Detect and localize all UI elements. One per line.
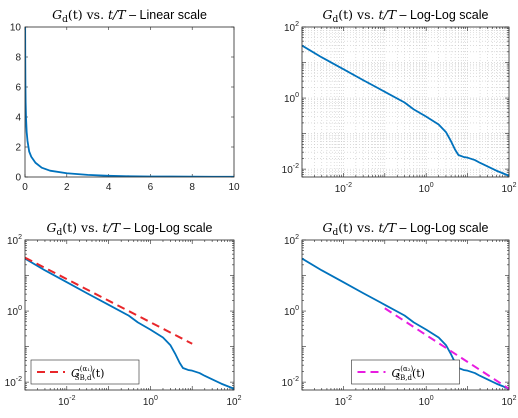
y-tick-label: 10-2	[282, 376, 299, 389]
x-tick-label: 10-2	[58, 395, 75, 408]
series-group	[302, 257, 509, 390]
series-group	[25, 27, 234, 177]
series-group	[302, 44, 509, 177]
series-line-2	[384, 307, 509, 390]
x-tick-label: 10-2	[335, 395, 352, 408]
axis-ticks	[24, 26, 235, 178]
panel-2: 10-2 100 102 10-2 100 102 Gd(t) vs. t/T – Log-…	[282, 7, 517, 195]
y-tick-label: 6	[15, 83, 21, 94]
y-tick-label: 10-2	[282, 163, 299, 176]
y-tick-label: 2	[15, 143, 21, 154]
panel-4: 10-2 100 102 10-2 100 102 Gd(t) vs. t/T – Log-…	[282, 220, 517, 408]
legend: G(α₂) SB,d(t)	[351, 359, 460, 385]
x-tick-labels: 10-2 100 102	[335, 182, 517, 195]
x-tick-label: 102	[501, 395, 516, 408]
y-tick-label: 10	[10, 23, 22, 34]
x-tick-label: 2	[64, 182, 70, 193]
legend-box	[351, 359, 460, 385]
series-line-1	[302, 257, 509, 390]
chart-title: Gd(t) vs. t/T – Log-Log scale	[323, 220, 489, 238]
y-tick-label: 0	[15, 173, 21, 184]
panel-1: 0 2 4 6 8 10 0 2 4 6 8 10 Gd(t) vs. t/T – Linear sca…	[10, 7, 240, 193]
series-line-1	[25, 27, 234, 177]
series-line-2	[25, 256, 193, 345]
x-tick-labels: 0 2 4 6 8 10	[22, 182, 240, 193]
chart-title: Gd(t) vs. t/T – Log-Log scale	[323, 7, 489, 25]
x-tick-label: 8	[189, 182, 195, 193]
y-tick-label: 100	[284, 305, 299, 318]
y-tick-label: 102	[284, 21, 299, 34]
legend-box	[30, 359, 140, 385]
y-tick-labels: 10-2 100 102	[282, 234, 299, 389]
x-tick-label: 10	[228, 182, 240, 193]
y-tick-label: 102	[7, 234, 22, 247]
x-tick-labels: 10-2 100 102	[335, 395, 517, 408]
series-line-1	[25, 257, 234, 390]
x-tick-label: 100	[419, 182, 434, 195]
y-tick-label: 102	[284, 234, 299, 247]
panel-3: 10-2 100 102 10-2 100 102 Gd(t) vs. t/T – Log-…	[5, 220, 242, 408]
axis-ticks	[301, 26, 510, 178]
y-tick-label: 100	[7, 305, 22, 318]
chart-title: Gd(t) vs. t/T – Log-Log scale	[47, 220, 213, 238]
y-tick-label: 100	[284, 92, 299, 105]
x-tick-label: 102	[226, 395, 241, 408]
x-tick-label: 100	[419, 395, 434, 408]
x-tick-label: 4	[106, 182, 112, 193]
y-tick-label: 8	[15, 53, 21, 64]
series-line-1	[302, 44, 509, 177]
x-tick-labels: 10-2 100 102	[58, 395, 241, 408]
series-group	[25, 256, 234, 390]
axes-frame	[24, 26, 235, 178]
legend-label: G(α₁) SB,d(t)	[71, 365, 104, 382]
x-tick-label: 10-2	[335, 182, 352, 195]
y-tick-label: 10-2	[5, 376, 22, 389]
y-tick-labels: 10-2 100 102	[5, 234, 22, 389]
x-tick-label: 100	[143, 395, 158, 408]
axes-frame	[24, 239, 235, 391]
chart-title: Gd(t) vs. t/T – Linear scale	[52, 7, 207, 25]
y-tick-labels: 10-2 100 102	[282, 21, 299, 176]
legend: G(α₁) SB,d(t)	[30, 359, 140, 385]
grid	[301, 26, 510, 178]
x-tick-label: 0	[22, 182, 28, 193]
y-tick-labels: 0 2 4 6 8 10	[10, 23, 22, 184]
legend-label: G(α₂) SB,d(t)	[392, 365, 425, 382]
x-tick-label: 102	[501, 182, 516, 195]
axes-frame	[301, 26, 510, 178]
axes-frame	[301, 239, 510, 391]
x-tick-label: 6	[148, 182, 154, 193]
y-tick-label: 4	[15, 113, 21, 124]
